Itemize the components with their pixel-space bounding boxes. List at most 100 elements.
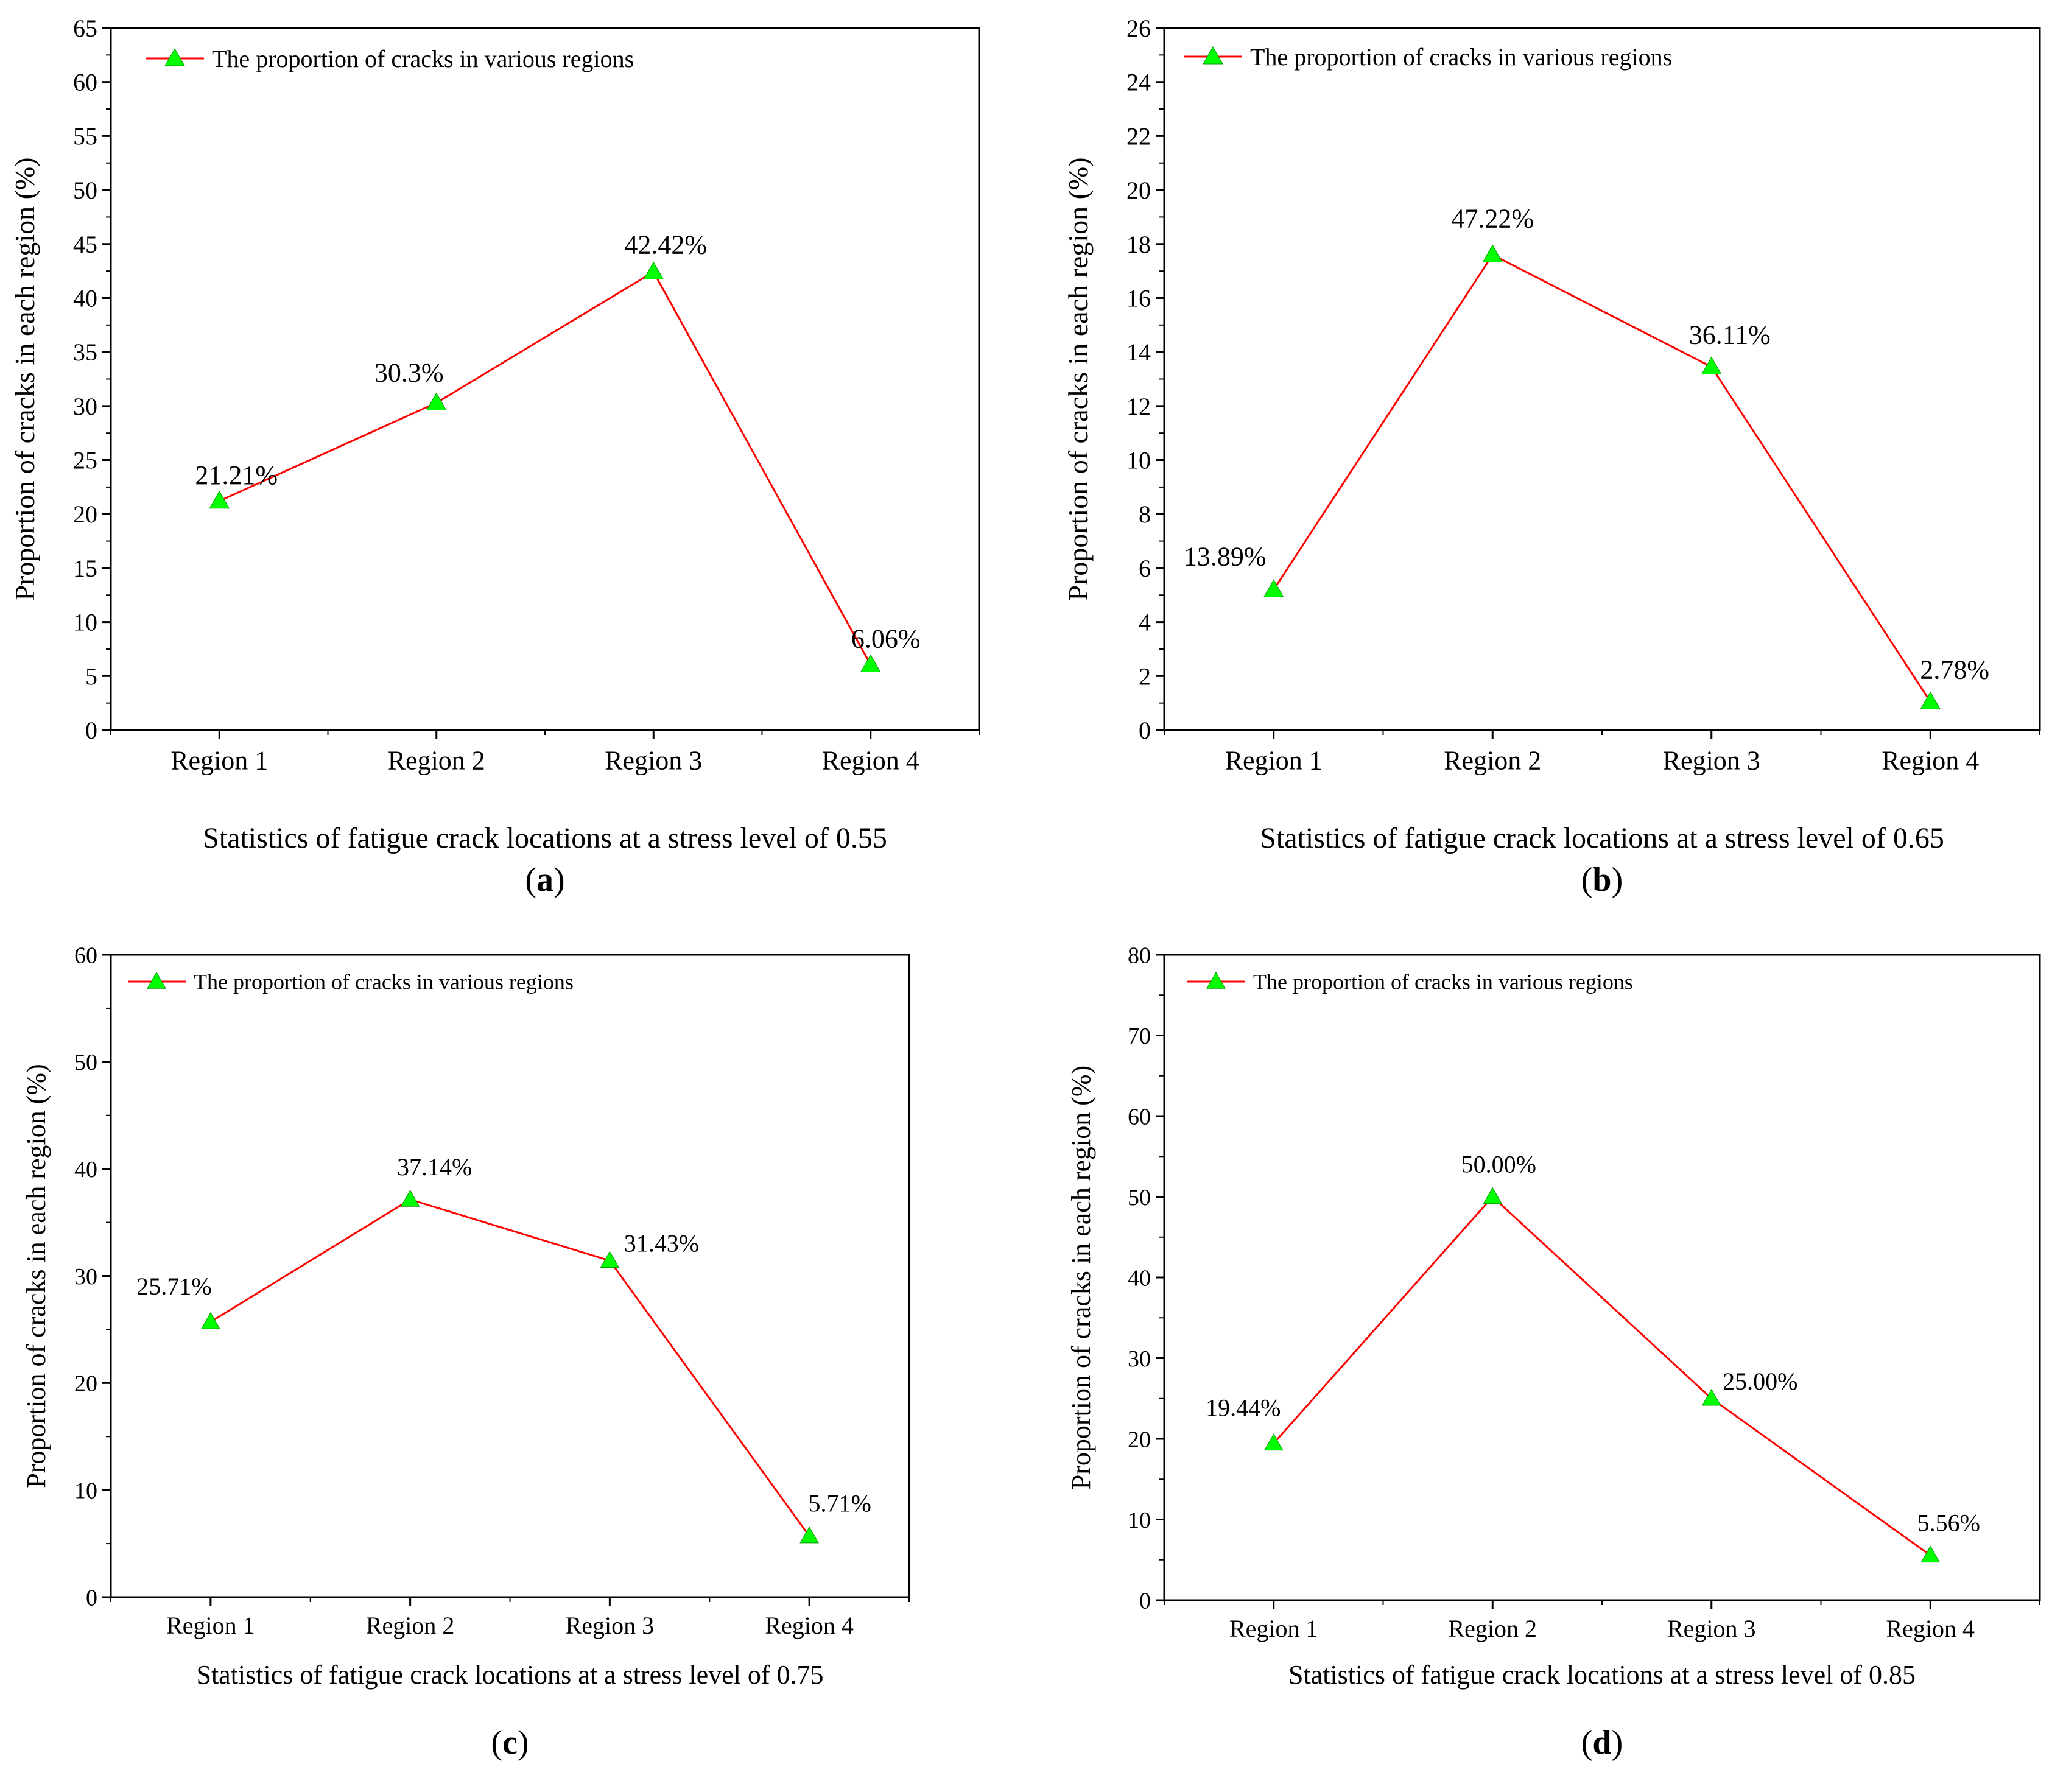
y-tick-label: 25 <box>73 447 97 474</box>
y-tick-label: 60 <box>1128 1104 1151 1130</box>
data-point-marker <box>600 1251 620 1268</box>
y-tick-label: 0 <box>1139 1588 1151 1614</box>
y-tick-label: 0 <box>85 717 97 744</box>
x-axis-title: Statistics of fatigue crack locations at… <box>203 822 887 854</box>
y-tick-label: 65 <box>73 15 97 42</box>
data-point-marker <box>1920 691 1941 709</box>
y-tick-label: 6 <box>1139 555 1151 582</box>
data-point-marker <box>1263 579 1284 597</box>
series-line <box>210 1198 810 1537</box>
data-point-marker <box>1920 1545 1941 1563</box>
x-tick-label: Region 2 <box>1444 746 1541 776</box>
y-tick-label: 35 <box>73 339 97 366</box>
data-point-label: 37.14% <box>397 1153 472 1181</box>
y-axis-title: Proportion of cracks in each region (%) <box>1063 157 1094 600</box>
y-tick-label: 20 <box>74 1371 97 1397</box>
panel-label: (d) <box>1581 1724 1623 1762</box>
y-tick-label: 50 <box>1128 1185 1151 1210</box>
data-point-marker <box>201 1312 220 1329</box>
plot-frame <box>110 954 910 1598</box>
data-point-marker <box>1701 356 1722 375</box>
y-tick-label: 40 <box>74 1157 97 1182</box>
y-tick-label: 55 <box>73 122 97 150</box>
x-tick-label: Region 3 <box>1663 746 1760 776</box>
data-point-label: 21.21% <box>195 460 278 490</box>
panel-label: (a) <box>525 861 564 899</box>
data-point-marker <box>1701 1388 1721 1406</box>
x-axis-title: Statistics of fatigue crack locations at… <box>1260 822 1944 854</box>
x-tick-label: Region 1 <box>166 1612 255 1639</box>
data-point-label: 2.78% <box>1920 655 1989 684</box>
series-line <box>1273 253 1931 703</box>
data-point-marker <box>643 261 664 280</box>
data-point-label: 50.00% <box>1461 1151 1536 1178</box>
y-tick-label: 10 <box>1126 447 1151 474</box>
y-tick-label: 70 <box>1128 1024 1151 1049</box>
series-line <box>219 270 872 666</box>
panel-label: (c) <box>491 1724 529 1762</box>
x-tick-label: Region 2 <box>1448 1615 1537 1642</box>
data-point-label: 19.44% <box>1206 1394 1281 1421</box>
chart-panel-d: 0 10 20 30 40 50 60 70 80 Region 1 Region 2 Region … <box>1066 943 2041 1762</box>
data-point-label: 36.11% <box>1689 320 1771 350</box>
data-point-label: 13.89% <box>1184 541 1267 571</box>
legend-label: The proportion of cracks in various regi… <box>194 970 574 994</box>
data-point-label: 31.43% <box>624 1229 699 1257</box>
y-tick-label: 10 <box>74 1478 97 1503</box>
legend-marker <box>1206 971 1226 989</box>
legend-marker <box>164 47 185 66</box>
y-tick-label: 8 <box>1139 501 1151 528</box>
y-tick-label: 0 <box>86 1585 97 1611</box>
data-point-label: 42.42% <box>624 230 707 260</box>
data-point-marker <box>1263 1433 1284 1451</box>
x-axis-title: Statistics of fatigue crack locations at… <box>196 1660 823 1690</box>
x-tick-label: Region 2 <box>366 1612 455 1639</box>
data-point-label: 47.22% <box>1451 204 1534 234</box>
y-axis-title: Proportion of cracks in each region (%) <box>9 157 40 600</box>
x-tick-label: Region 3 <box>566 1612 655 1639</box>
y-tick-label: 50 <box>73 177 97 204</box>
x-tick-label: Region 4 <box>765 1612 854 1639</box>
y-tick-label: 20 <box>73 501 97 528</box>
data-point-label: 6.06% <box>851 624 921 654</box>
series-line <box>1273 1195 1931 1556</box>
data-point-marker <box>1483 1187 1503 1204</box>
y-tick-label: 18 <box>1126 231 1151 258</box>
y-tick-label: 40 <box>73 284 97 312</box>
x-tick-label: Region 4 <box>1882 746 1979 776</box>
y-axis-title: Proportion of cracks in each region (%) <box>1066 1066 1096 1489</box>
y-tick-label: 12 <box>1126 393 1151 420</box>
chart-panel-a: 0 5 10 15 20 25 30 35 40 45 50 55 60 65 Region 1 Region… <box>9 15 980 899</box>
legend-marker <box>147 971 166 989</box>
data-point-marker <box>400 1189 420 1207</box>
y-tick-label: 60 <box>74 943 97 968</box>
data-point-label: 5.71% <box>808 1490 871 1517</box>
y-tick-label: 5 <box>85 662 97 690</box>
y-tick-label: 80 <box>1128 943 1151 968</box>
x-tick-label: Region 3 <box>1667 1615 1756 1642</box>
y-tick-label: 10 <box>1128 1508 1151 1533</box>
y-tick-label: 24 <box>1126 69 1151 96</box>
chart-panel-c: 0 10 20 30 40 50 60 Region 1 Region 2 Region 3 Reg… <box>21 943 910 1762</box>
data-point-marker <box>426 392 447 411</box>
panel-label: (b) <box>1581 861 1623 899</box>
data-point-label: 25.71% <box>136 1273 211 1300</box>
x-tick-label: Region 2 <box>388 746 485 776</box>
y-tick-label: 16 <box>1126 284 1151 312</box>
plot-frame <box>1163 27 2041 731</box>
y-tick-label: 20 <box>1126 177 1151 204</box>
y-tick-label: 26 <box>1126 15 1151 42</box>
y-axis-title: Proportion of cracks in each region (%) <box>21 1064 51 1488</box>
x-tick-label: Region 1 <box>170 746 268 776</box>
data-point-marker <box>860 654 881 673</box>
legend-label: The proportion of cracks in various regi… <box>1250 43 1672 71</box>
data-point-marker <box>209 490 230 509</box>
y-tick-label: 0 <box>1139 717 1151 744</box>
legend-marker <box>1203 46 1223 65</box>
y-tick-label: 40 <box>1128 1265 1151 1291</box>
y-tick-label: 15 <box>73 555 97 582</box>
data-point-label: 5.56% <box>1917 1509 1980 1536</box>
legend-label: The proportion of cracks in various regi… <box>212 45 634 72</box>
